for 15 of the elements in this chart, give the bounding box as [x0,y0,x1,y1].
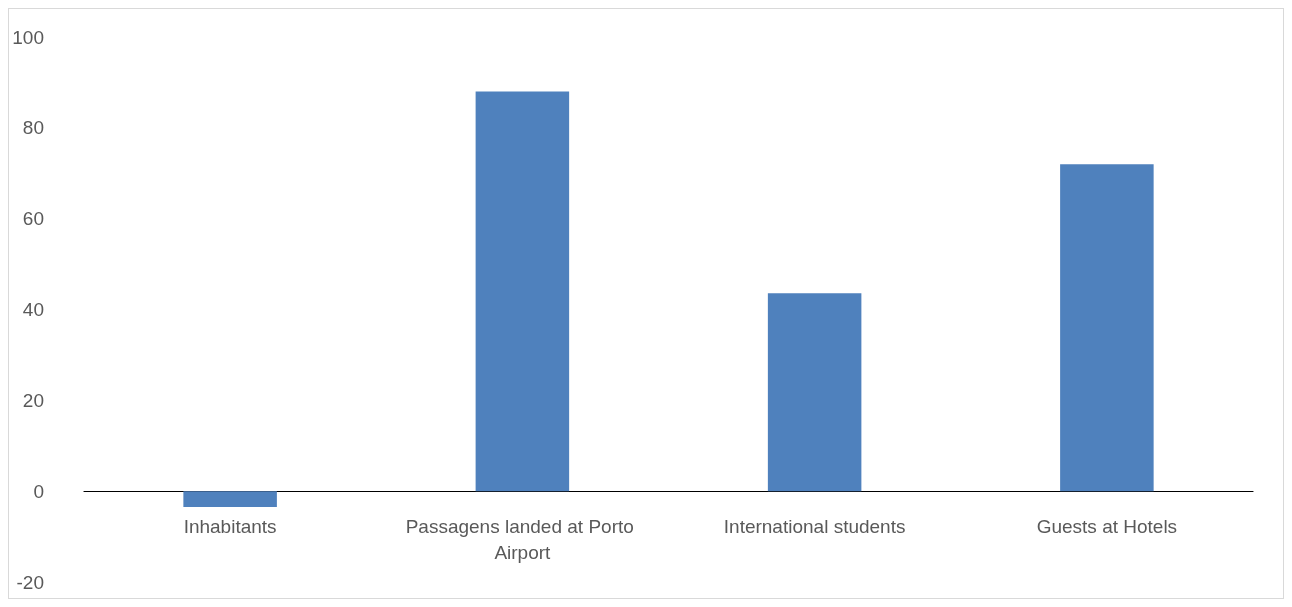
x-tick-label: Guests at Hotels [1036,516,1178,537]
bar [1060,164,1154,492]
y-tick-label: 100 [12,26,44,48]
y-tick-label: 0 [33,480,44,502]
bar [767,293,862,492]
y-tick-label: 40 [22,299,44,320]
x-tick-label: Inhabitants [183,516,277,537]
y-tick-label: -20 [16,571,44,593]
y-tick-label: 20 [22,389,44,411]
bar [475,91,570,492]
y-tick-label: 80 [22,117,44,139]
x-tick-label: Passagens landed at Porto Airport [405,516,640,563]
y-tick-label: 60 [22,208,44,230]
x-tick-label: International students [723,516,906,537]
bar [183,491,277,508]
